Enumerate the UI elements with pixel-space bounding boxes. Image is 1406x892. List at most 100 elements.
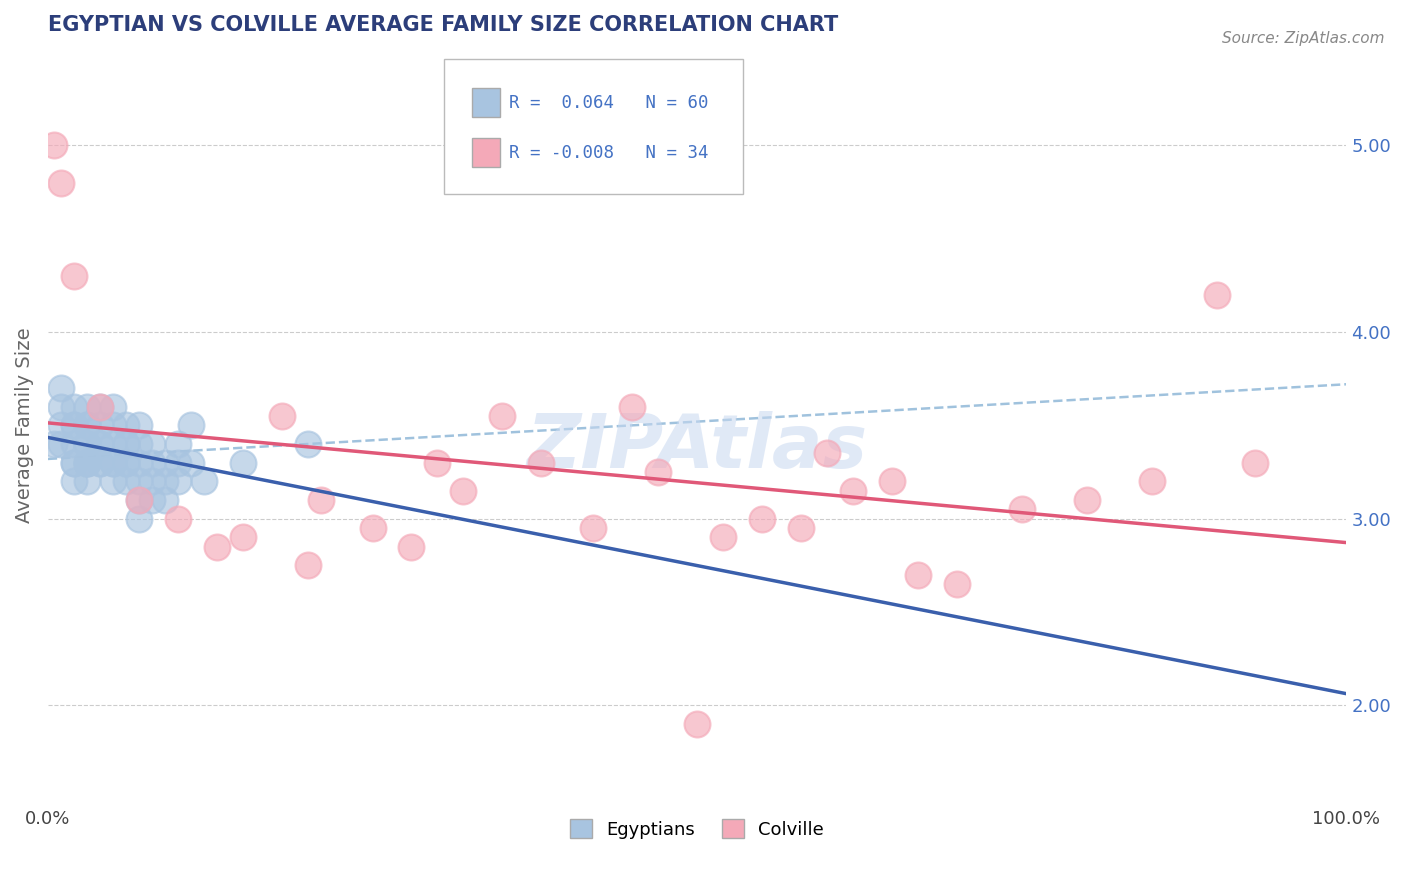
- Point: [128, 418, 150, 433]
- Point: [114, 456, 136, 470]
- Point: [1244, 456, 1267, 470]
- Bar: [472, 138, 499, 167]
- Point: [491, 409, 513, 423]
- Bar: [472, 88, 499, 117]
- Point: [141, 475, 163, 489]
- Point: [89, 400, 111, 414]
- Point: [153, 456, 176, 470]
- Point: [180, 418, 202, 433]
- Point: [232, 530, 254, 544]
- Point: [153, 493, 176, 508]
- Point: [63, 418, 86, 433]
- Point: [76, 475, 98, 489]
- Point: [128, 512, 150, 526]
- Point: [1205, 287, 1227, 301]
- Point: [89, 418, 111, 433]
- Point: [153, 475, 176, 489]
- Point: [63, 437, 86, 451]
- Point: [76, 437, 98, 451]
- Point: [1011, 502, 1033, 516]
- Point: [193, 475, 215, 489]
- Point: [711, 530, 734, 544]
- Point: [647, 465, 669, 479]
- Point: [76, 456, 98, 470]
- Point: [751, 512, 773, 526]
- Point: [842, 483, 865, 498]
- Point: [101, 456, 124, 470]
- Point: [232, 456, 254, 470]
- Y-axis label: Average Family Size: Average Family Size: [15, 327, 34, 523]
- Legend: Egyptians, Colville: Egyptians, Colville: [562, 812, 831, 846]
- Point: [76, 418, 98, 433]
- Point: [114, 437, 136, 451]
- Point: [114, 437, 136, 451]
- Text: R = -0.008   N = 34: R = -0.008 N = 34: [509, 144, 709, 161]
- Point: [114, 418, 136, 433]
- Point: [101, 475, 124, 489]
- Point: [166, 437, 188, 451]
- Point: [128, 493, 150, 508]
- Point: [297, 558, 319, 573]
- Point: [361, 521, 384, 535]
- Point: [1076, 493, 1098, 508]
- Point: [141, 456, 163, 470]
- Text: ZIPAtlas: ZIPAtlas: [527, 411, 868, 484]
- Point: [815, 446, 838, 460]
- Point: [89, 456, 111, 470]
- Point: [63, 456, 86, 470]
- Point: [166, 456, 188, 470]
- Point: [101, 418, 124, 433]
- Point: [946, 577, 969, 591]
- Point: [141, 493, 163, 508]
- Point: [141, 437, 163, 451]
- Point: [89, 400, 111, 414]
- Point: [128, 493, 150, 508]
- Point: [63, 475, 86, 489]
- Point: [166, 512, 188, 526]
- Point: [89, 437, 111, 451]
- Point: [880, 475, 903, 489]
- Point: [76, 456, 98, 470]
- Point: [453, 483, 475, 498]
- Point: [76, 400, 98, 414]
- Point: [49, 418, 72, 433]
- Point: [790, 521, 813, 535]
- Text: R =  0.064   N = 60: R = 0.064 N = 60: [509, 94, 709, 112]
- Point: [128, 475, 150, 489]
- Point: [582, 521, 605, 535]
- Point: [530, 456, 553, 470]
- Point: [309, 493, 332, 508]
- Point: [76, 456, 98, 470]
- Point: [426, 456, 449, 470]
- Point: [44, 138, 66, 153]
- Point: [63, 418, 86, 433]
- Point: [63, 268, 86, 283]
- Point: [101, 456, 124, 470]
- Text: EGYPTIAN VS COLVILLE AVERAGE FAMILY SIZE CORRELATION CHART: EGYPTIAN VS COLVILLE AVERAGE FAMILY SIZE…: [48, 15, 838, 35]
- Point: [89, 456, 111, 470]
- Point: [297, 437, 319, 451]
- Point: [270, 409, 292, 423]
- Point: [205, 540, 228, 554]
- Point: [621, 400, 644, 414]
- Point: [401, 540, 423, 554]
- Point: [686, 717, 709, 731]
- Point: [49, 176, 72, 190]
- Point: [63, 400, 86, 414]
- Point: [49, 437, 72, 451]
- Point: [89, 437, 111, 451]
- Point: [44, 437, 66, 451]
- FancyBboxPatch shape: [444, 59, 742, 194]
- Point: [128, 437, 150, 451]
- Point: [76, 437, 98, 451]
- Point: [114, 475, 136, 489]
- Point: [180, 456, 202, 470]
- Point: [114, 456, 136, 470]
- Point: [101, 437, 124, 451]
- Point: [49, 400, 72, 414]
- Point: [166, 475, 188, 489]
- Point: [128, 456, 150, 470]
- Point: [49, 381, 72, 395]
- Point: [907, 567, 929, 582]
- Point: [1140, 475, 1163, 489]
